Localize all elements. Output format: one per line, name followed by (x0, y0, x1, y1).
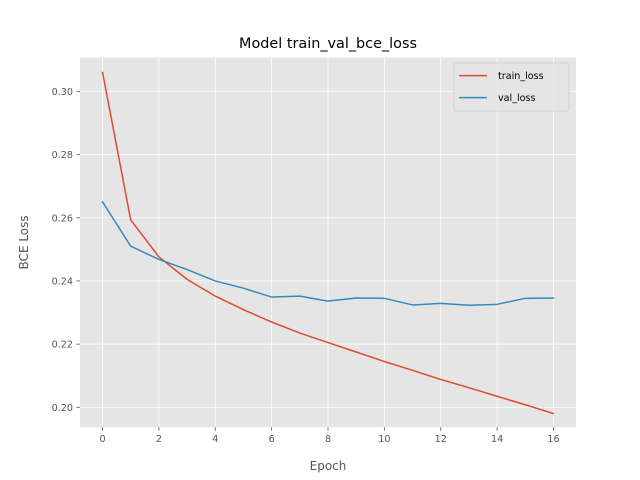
x-tick-label: 16 (547, 434, 559, 445)
legend-label-train-loss: train_loss (498, 71, 544, 82)
x-tick-label: 6 (269, 434, 275, 445)
x-tick-label: 0 (99, 434, 105, 445)
chart-title: Model train_val_bce_loss (239, 36, 417, 52)
x-tick-label: 8 (325, 434, 331, 445)
x-tick-label: 2 (156, 434, 162, 445)
y-tick-label: 0.20 (52, 403, 73, 414)
x-tick-label: 12 (435, 434, 447, 445)
y-tick-label: 0.30 (52, 87, 73, 98)
ticks: 0 2 4 6 8 10 12 14 16 0.20 0.22 0.24 0.26 0.28 0.30 (52, 87, 560, 445)
y-tick-label: 0.28 (52, 150, 73, 161)
y-tick-label: 0.26 (52, 213, 73, 224)
series-layer (101, 71, 555, 415)
grid (80, 57, 576, 428)
x-tick-label: 14 (491, 434, 503, 445)
legend-label-val-loss: val_loss (498, 93, 536, 104)
legend: train_loss val_loss (453, 62, 570, 112)
x-axis-label: Epoch (310, 459, 347, 473)
y-tick-label: 0.24 (52, 276, 73, 287)
series-line-train-loss (101, 71, 555, 415)
y-axis-label: BCE Loss (17, 215, 31, 269)
x-tick-label: 10 (378, 434, 390, 445)
series-line-val-loss (101, 200, 555, 307)
x-tick-label: 4 (212, 434, 218, 445)
y-tick-label: 0.22 (52, 340, 73, 351)
